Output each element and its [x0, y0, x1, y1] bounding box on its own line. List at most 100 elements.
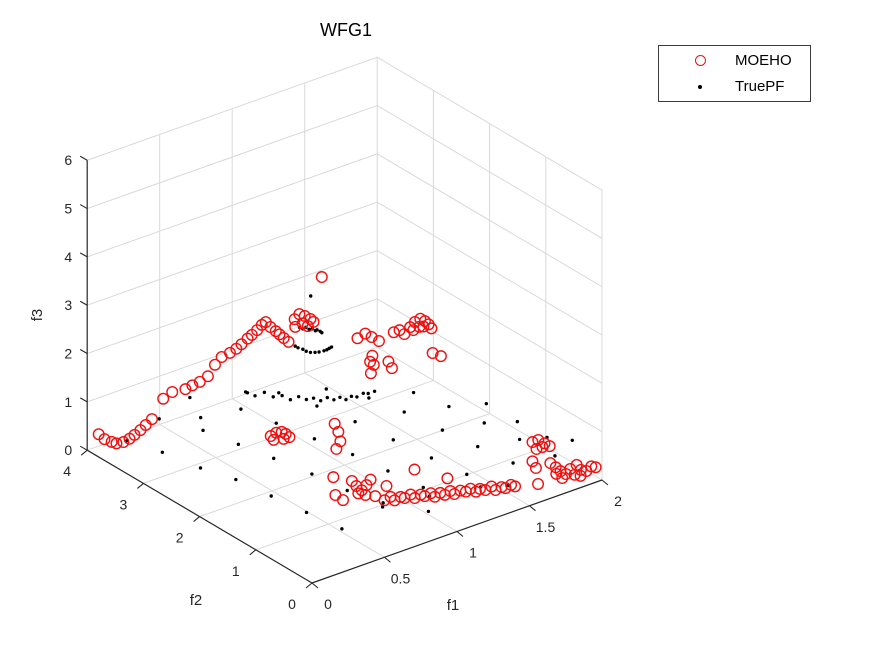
f1-tick: [456, 531, 464, 537]
legend-item-moeho: MOEHO: [659, 48, 810, 72]
truepf-point: [553, 454, 557, 458]
f1-tick: [601, 479, 609, 486]
moeho-point: [364, 367, 377, 380]
truepf-point: [366, 391, 370, 396]
truepf-point: [157, 417, 161, 421]
moeho-point: [385, 362, 398, 375]
legend-item-truepf: TruePF: [659, 75, 810, 99]
truepf-point: [465, 472, 469, 477]
f2-tick-label: 2: [176, 530, 184, 546]
truepf-point: [188, 395, 192, 400]
moeho-point: [536, 440, 549, 453]
truepf-point: [315, 328, 319, 332]
f1-tick: [311, 582, 319, 589]
truepf-point: [317, 350, 321, 354]
f3-tick: [79, 252, 88, 258]
truepf-point: [304, 349, 308, 353]
f3-tick-label: 6: [64, 152, 72, 168]
f3-tick-label: 3: [64, 297, 72, 313]
truepf-point: [277, 391, 281, 395]
truepf-point: [391, 438, 395, 442]
f1-tick-label: 0.5: [391, 570, 411, 586]
truepf-point: [350, 452, 355, 457]
moeho-point: [408, 463, 421, 476]
moeho-point: [532, 434, 545, 447]
grid-line: [87, 56, 378, 161]
moeho-point: [365, 331, 378, 344]
f1-tick: [529, 505, 536, 512]
truepf-point: [280, 393, 284, 398]
moeho-point: [277, 432, 290, 445]
truepf-point: [345, 488, 349, 493]
truepf-point: [447, 404, 451, 409]
moeho-point: [157, 392, 170, 405]
moeho-point: [330, 442, 343, 455]
truepf-point: [325, 395, 330, 400]
moeho-point: [387, 326, 400, 339]
moeho-point: [543, 440, 556, 453]
grid-line: [87, 298, 378, 403]
moeho-point: [526, 436, 539, 449]
moeho-point: [98, 433, 111, 446]
truepf-point: [301, 347, 305, 351]
f3-tick-label: 0: [64, 442, 72, 458]
truepf-point: [234, 477, 238, 482]
truepf-point: [429, 456, 434, 460]
truepf-point: [198, 466, 203, 470]
f2-tick: [80, 449, 88, 456]
truepf-point: [344, 397, 348, 402]
moeho-point: [530, 442, 543, 455]
moeho-point: [110, 437, 123, 450]
grid-line: [255, 446, 546, 551]
truepf-point: [482, 421, 486, 425]
moeho-point: [117, 435, 130, 448]
moeho-point: [426, 346, 439, 359]
f3-tick: [79, 445, 88, 451]
truepf-point: [411, 390, 416, 395]
truepf-point: [311, 396, 316, 400]
grid-line: [87, 250, 378, 355]
moeho-point: [532, 477, 545, 490]
moeho-point: [568, 468, 581, 481]
truepf-point: [386, 469, 390, 473]
moeho-point: [417, 320, 430, 333]
truepf-point: [304, 510, 309, 515]
truepf-point: [262, 390, 267, 395]
truepf-point: [476, 444, 480, 449]
grid-line: [87, 105, 378, 210]
moeho-point: [448, 488, 461, 501]
f3-tick: [79, 300, 88, 306]
truepf-point: [320, 331, 324, 335]
truepf-point: [272, 456, 276, 461]
grid-line: [376, 105, 603, 239]
truepf-point: [349, 394, 354, 399]
truepf-point: [310, 472, 314, 476]
f2-tick-label: 0: [288, 596, 296, 612]
legend-label-truepf: TruePF: [735, 78, 785, 96]
moeho-point: [327, 471, 340, 484]
moeho-point: [166, 386, 179, 399]
grid-line: [376, 298, 603, 433]
moeho-point: [186, 379, 199, 392]
moeho-point: [145, 413, 158, 426]
truepf-point: [304, 397, 309, 402]
moeho-point: [223, 346, 236, 359]
f2-tick-label: 4: [63, 463, 71, 479]
moeho-point: [301, 320, 314, 333]
truepf-point: [324, 387, 328, 391]
moeho-point: [380, 479, 393, 492]
f2-tick: [249, 549, 257, 556]
truepf-point: [198, 415, 203, 420]
moeho-point: [364, 473, 377, 486]
f1-tick: [384, 556, 391, 563]
moeho-point: [215, 350, 228, 363]
grid-line: [376, 201, 603, 336]
f2-axis-label: f2: [190, 592, 203, 609]
f3-tick: [79, 155, 88, 161]
open-circle-marker-icon: [694, 54, 706, 66]
moeho-point: [589, 461, 602, 474]
moeho-point: [574, 469, 587, 482]
f1-axis-label: f1: [447, 597, 460, 614]
moeho-point: [364, 355, 377, 368]
